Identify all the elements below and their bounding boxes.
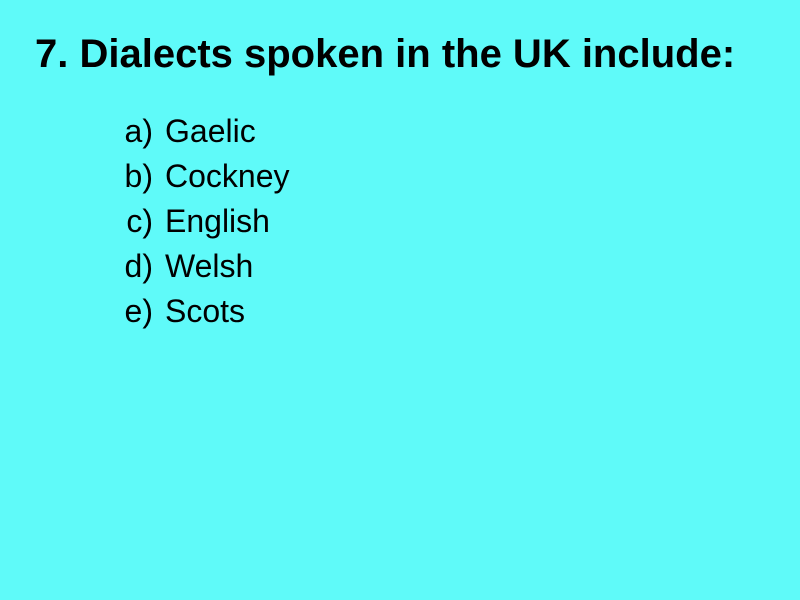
option-marker-e: e) xyxy=(110,293,165,330)
options-list: a) Gaelic b) Cockney c) English d) Welsh… xyxy=(35,113,765,330)
option-text-e: Scots xyxy=(165,293,245,330)
option-marker-a: a) xyxy=(110,113,165,150)
slide-container: 7. Dialects spoken in the UK include: a)… xyxy=(0,0,800,600)
option-marker-c: c) xyxy=(110,203,165,240)
option-text-b: Cockney xyxy=(165,158,290,195)
option-a: a) Gaelic xyxy=(110,113,765,150)
option-d: d) Welsh xyxy=(110,248,765,285)
option-c: c) English xyxy=(110,203,765,240)
question-title: 7. Dialects spoken in the UK include: xyxy=(35,30,765,78)
option-b: b) Cockney xyxy=(110,158,765,195)
option-marker-d: d) xyxy=(110,248,165,285)
option-text-a: Gaelic xyxy=(165,113,256,150)
option-e: e) Scots xyxy=(110,293,765,330)
option-text-c: English xyxy=(165,203,270,240)
option-marker-b: b) xyxy=(110,158,165,195)
option-text-d: Welsh xyxy=(165,248,253,285)
